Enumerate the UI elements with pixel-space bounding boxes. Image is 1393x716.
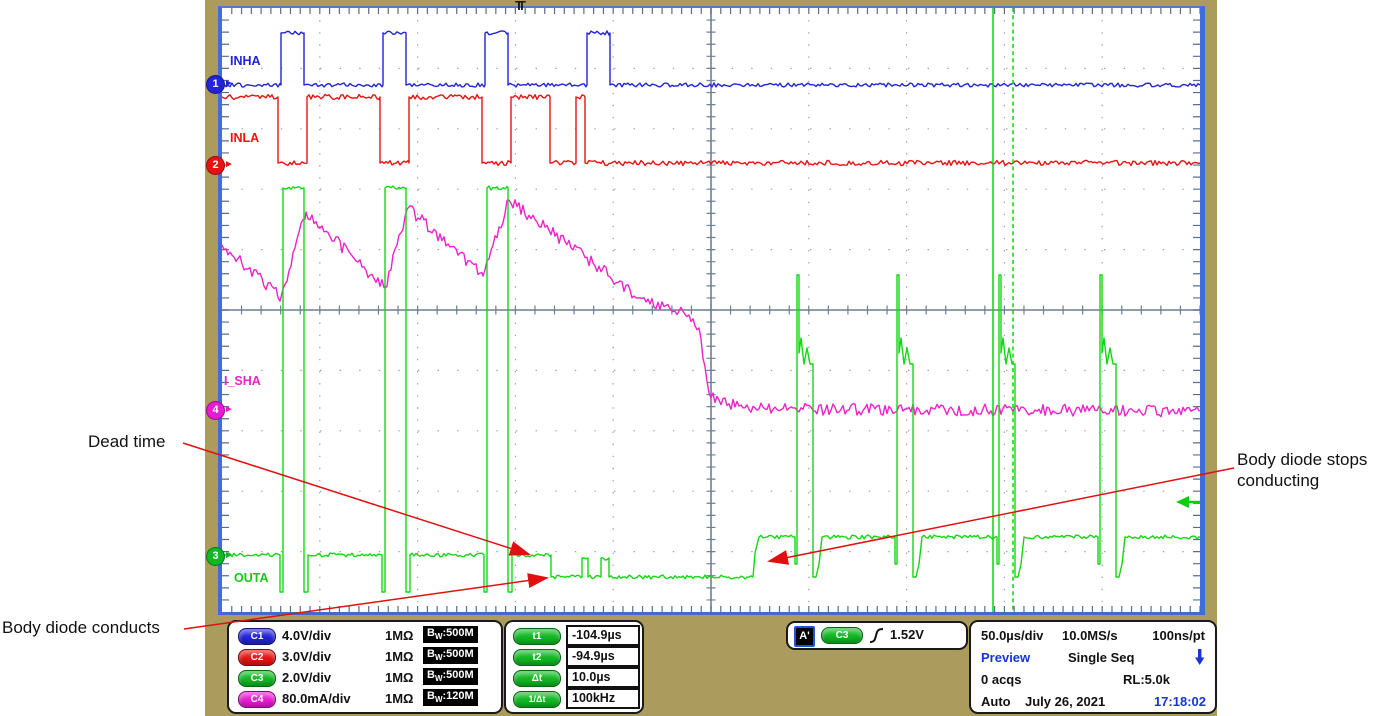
annotation-body-diode-stops-line2: conducting: [1237, 471, 1320, 490]
record-length: RL:5.0k: [1123, 672, 1170, 687]
channel-1-bandwidth: BW:500M: [423, 626, 478, 644]
channel-1-reference-marker[interactable]: 1 ►: [206, 75, 236, 94]
trigger-level-arrow[interactable]: [1176, 496, 1189, 508]
cursor-t2-badge[interactable]: t2: [513, 649, 561, 666]
trigger-mode-label[interactable]: Auto: [981, 694, 1011, 709]
cursor-t2-value[interactable]: -94.9µs: [566, 646, 640, 667]
channel-2-scale: 3.0V/div: [282, 649, 332, 664]
trigger-level-value[interactable]: 1.52V: [890, 627, 924, 642]
channel-1-marker-circle[interactable]: 1: [206, 75, 225, 94]
annotation-body-diode-stops-line1: Body diode stops: [1237, 450, 1368, 469]
trace-c2-inla: [222, 93, 1200, 167]
cursor-inverse-delta-t-value[interactable]: 100kHz: [566, 688, 640, 709]
acquisition-mode[interactable]: Single Seq: [1068, 650, 1135, 665]
channel-4-bandwidth: BW:120M: [423, 689, 478, 707]
annotation-dead-time: Dead time: [88, 432, 166, 451]
graticule-frame: INHA INLA I_SHA OUTA: [218, 6, 1205, 615]
channel-4-scale: 80.0mA/div: [282, 691, 351, 706]
channel-4-badge[interactable]: C4: [238, 691, 276, 708]
trigger-mode-badge[interactable]: A': [794, 626, 815, 647]
channel-4-marker-circle[interactable]: 4: [206, 401, 225, 420]
trigger-position-marker[interactable]: TT: [515, 0, 526, 13]
date-label: July 26, 2021: [1025, 694, 1106, 709]
channel-2-impedance: 1MΩ: [385, 649, 414, 664]
channel-3-marker-arrow-icon: ►: [224, 550, 234, 561]
channel-2-reference-marker[interactable]: 2 ►: [206, 156, 236, 175]
channel-2-badge[interactable]: C2: [238, 649, 276, 666]
channel-3-badge[interactable]: C3: [238, 670, 276, 687]
channel-1-marker-arrow-icon: ►: [224, 78, 234, 89]
channel-1-impedance: 1MΩ: [385, 628, 414, 643]
timebase-readout-box: 50.0µs/div 10.0MS/s 100ns/pt Preview Sin…: [969, 620, 1217, 714]
channel-settings-box: C1 4.0V/div 1MΩ BW:500M C2 3.0V/div 1MΩ …: [227, 620, 503, 714]
sample-resolution: 100ns/pt: [1152, 628, 1205, 643]
cursor-delta-t-badge[interactable]: Δt: [513, 670, 561, 687]
trace-label-inla: INLA: [230, 131, 259, 145]
timebase-scale[interactable]: 50.0µs/div: [981, 628, 1044, 643]
acquisition-count: 0 acqs: [981, 672, 1022, 687]
sample-rate: 10.0MS/s: [1062, 628, 1118, 643]
cursor-inverse-delta-t-badge[interactable]: 1/Δt: [513, 691, 561, 708]
annotation-body-diode-conducts: Body diode conducts: [2, 618, 160, 637]
center-axis-ticks: [240, 19, 1200, 601]
scope-bezel: INHA INLA I_SHA OUTA TT 1 ► 2 ► 4 ► 3 ► C1 4.0V/di…: [205, 0, 1217, 716]
channel-2-marker-circle[interactable]: 2: [206, 156, 225, 175]
channel-4-impedance: 1MΩ: [385, 691, 414, 706]
channel-1-badge[interactable]: C1: [238, 628, 276, 645]
cursor-t1-badge[interactable]: t1: [513, 628, 561, 645]
acquisition-status: Preview: [981, 650, 1031, 665]
cursor-readout-box: t1 -104.9µs t2 -94.9µs Δt 10.0µs 1/Δt 10…: [504, 620, 644, 714]
channel-3-marker-circle[interactable]: 3: [206, 547, 225, 566]
channel-1-scale: 4.0V/div: [282, 628, 332, 643]
clock-label: 17:18:02: [1153, 694, 1206, 709]
trace-c4-i_sha: [222, 199, 1200, 418]
annotation-body-diode-stops: Body diode stops conducting: [1237, 449, 1367, 491]
channel-4-marker-arrow-icon: ►: [224, 404, 234, 415]
channel-2-bandwidth: BW:500M: [423, 647, 478, 665]
trace-label-inha: INHA: [230, 54, 261, 68]
channel-2-marker-arrow-icon: ►: [224, 159, 234, 170]
channel-3-scale: 2.0V/div: [282, 670, 332, 685]
trace-label-i_sha: I_SHA: [224, 374, 261, 388]
cursor-delta-t-value[interactable]: 10.0µs: [566, 667, 640, 688]
channel-3-reference-marker[interactable]: 3 ►: [206, 547, 236, 566]
rising-edge-icon: [869, 628, 884, 643]
trigger-source-badge[interactable]: C3: [821, 627, 863, 644]
channel-3-bandwidth: BW:500M: [423, 668, 478, 686]
waveform-display[interactable]: INHA INLA I_SHA OUTA: [222, 8, 1200, 612]
channel-4-reference-marker[interactable]: 4 ►: [206, 401, 236, 420]
arrow-down-icon: [1195, 649, 1205, 665]
cursor-t1-value[interactable]: -104.9µs: [566, 625, 640, 646]
trace-c1-inha: [222, 30, 1200, 88]
trace-label-outa: OUTA: [234, 571, 269, 585]
trigger-readout-box: A' C3 1.52V: [786, 621, 968, 650]
channel-3-impedance: 1MΩ: [385, 670, 414, 685]
